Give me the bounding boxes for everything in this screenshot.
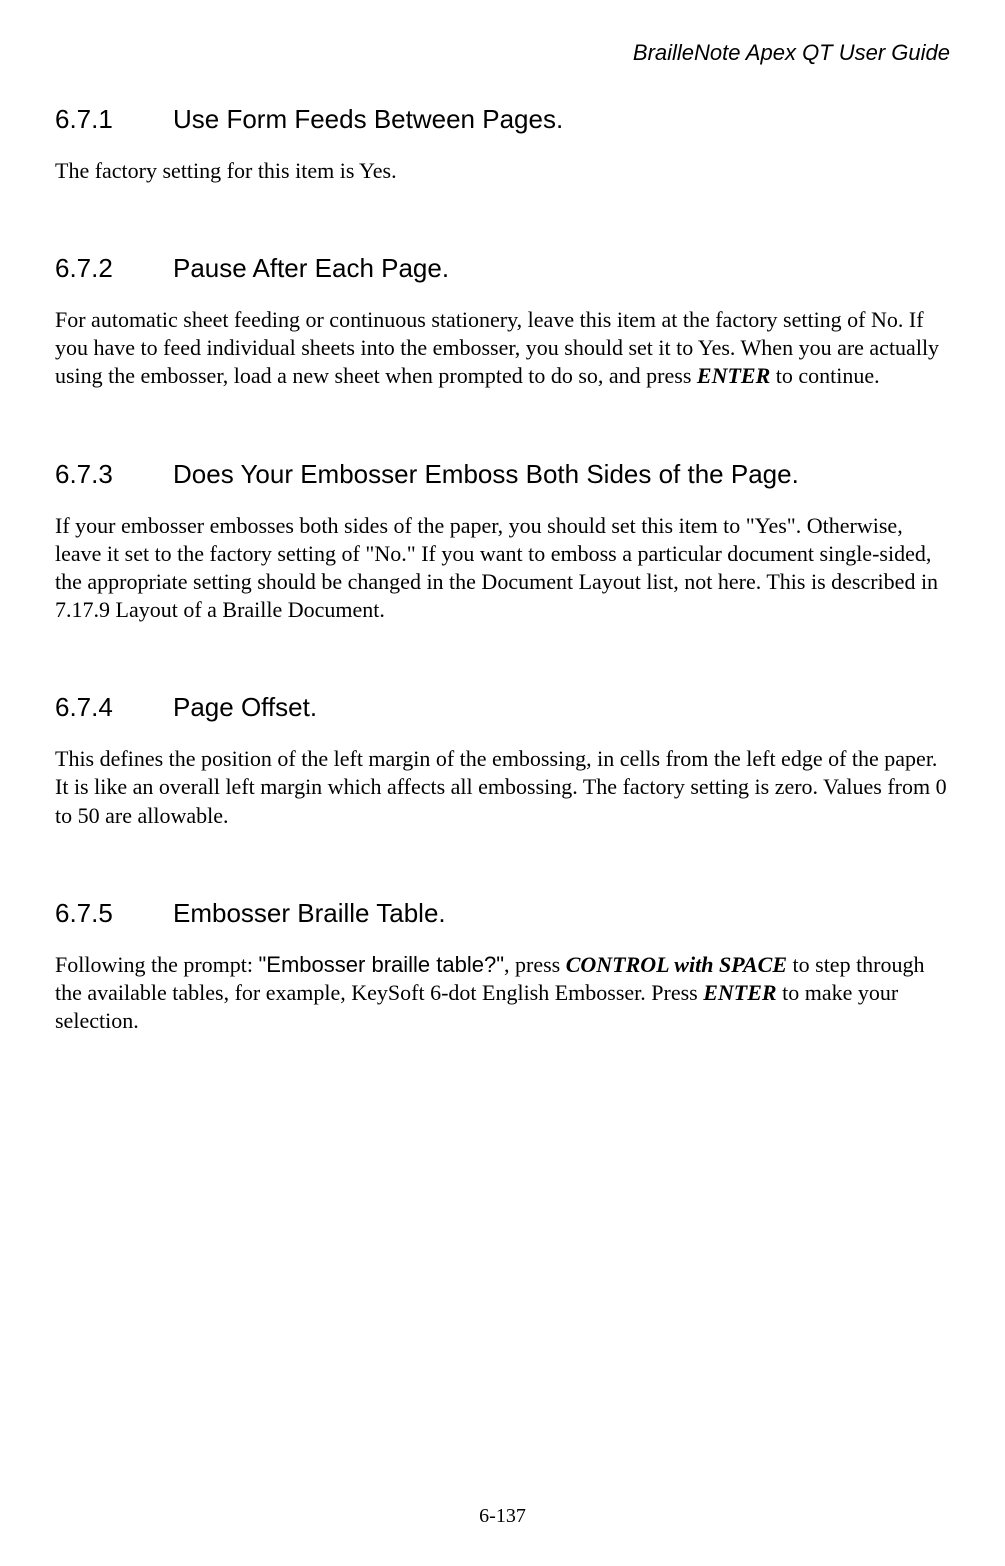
section-heading: 6.7.3Does Your Embosser Emboss Both Side… — [55, 459, 950, 490]
section-body: This defines the position of the left ma… — [55, 745, 950, 829]
section-number: 6.7.3 — [55, 459, 173, 490]
section: 6.7.4Page Offset. This defines the positi… — [55, 692, 950, 829]
header-title: BrailleNote Apex QT User Guide — [633, 40, 950, 65]
text-run: ENTER — [697, 363, 770, 388]
section: 6.7.2Pause After Each Page. For automatic… — [55, 253, 950, 390]
section-number: 6.7.1 — [55, 104, 173, 135]
text-run: CONTROL with SPACE — [566, 952, 787, 977]
section-body: The factory setting for this item is Yes… — [55, 157, 950, 185]
text-run: The factory setting for this item is Yes… — [55, 158, 397, 183]
section-title: Embosser Braille Table. — [173, 898, 446, 928]
section-title: Does Your Embosser Emboss Both Sides of … — [173, 459, 799, 489]
text-run: ENTER — [703, 980, 776, 1005]
page-number: 6-137 — [0, 1505, 1005, 1528]
section-number: 6.7.2 — [55, 253, 173, 284]
page-header: BrailleNote Apex QT User Guide — [55, 40, 950, 66]
section-body: For automatic sheet feeding or continuou… — [55, 306, 950, 390]
text-run: to continue. — [770, 363, 879, 388]
sections-container: 6.7.1Use Form Feeds Between Pages. The fa… — [55, 104, 950, 1035]
text-run: , press — [504, 952, 566, 977]
section-title: Page Offset. — [173, 692, 317, 722]
section-number: 6.7.5 — [55, 898, 173, 929]
text-run: If your embosser embosses both sides of … — [55, 513, 938, 622]
text-run: "Embosser braille table?" — [259, 952, 505, 977]
section: 6.7.3Does Your Embosser Emboss Both Side… — [55, 459, 950, 625]
section-heading: 6.7.4Page Offset. — [55, 692, 950, 723]
section-body: Following the prompt: "Embosser braille … — [55, 951, 950, 1035]
text-run: Following the prompt: — [55, 952, 259, 977]
section-heading: 6.7.2Pause After Each Page. — [55, 253, 950, 284]
section-heading: 6.7.1Use Form Feeds Between Pages. — [55, 104, 950, 135]
section-title: Use Form Feeds Between Pages. — [173, 104, 563, 134]
section: 6.7.5Embosser Braille Table. Following th… — [55, 898, 950, 1035]
section-heading: 6.7.5Embosser Braille Table. — [55, 898, 950, 929]
section-body: If your embosser embosses both sides of … — [55, 512, 950, 625]
text-run: This defines the position of the left ma… — [55, 746, 947, 827]
section-title: Pause After Each Page. — [173, 253, 449, 283]
section-number: 6.7.4 — [55, 692, 173, 723]
section: 6.7.1Use Form Feeds Between Pages. The fa… — [55, 104, 950, 185]
